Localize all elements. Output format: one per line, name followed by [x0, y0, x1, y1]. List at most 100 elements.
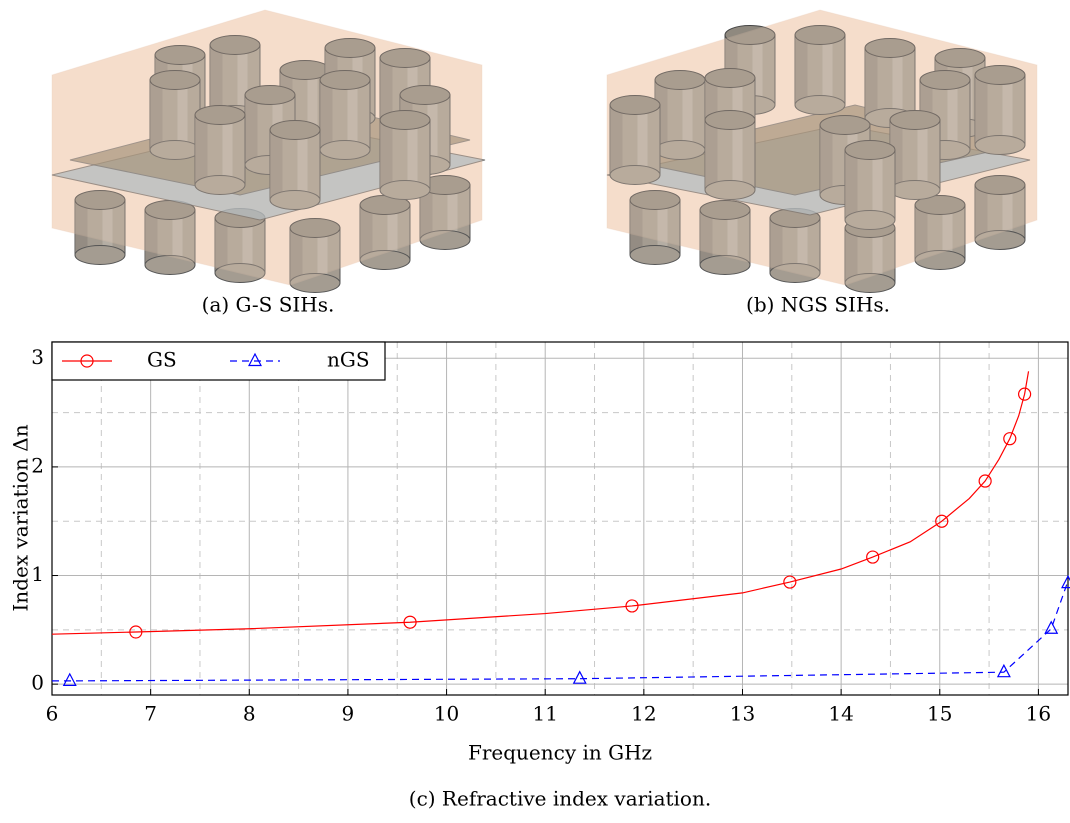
- cylinder-shade: [245, 95, 258, 165]
- marker-circle: [866, 550, 880, 564]
- cylinder-top: [289, 218, 341, 238]
- cylinder-top: [724, 25, 776, 45]
- x-tick-label: 13: [730, 702, 755, 726]
- cylinder-top: [194, 105, 246, 125]
- y-axis-label: Index variation Δn: [9, 424, 33, 611]
- cylinder-bottom: [844, 210, 896, 230]
- cylinder-top: [934, 48, 986, 68]
- cylinder-light: [637, 105, 648, 175]
- cylinder-shade: [195, 115, 208, 185]
- cylinder-top: [704, 110, 756, 130]
- cylinder-light: [297, 130, 308, 200]
- cylinder-top: [914, 195, 966, 215]
- cylinder-bottom: [419, 230, 471, 250]
- cylinder-top: [609, 95, 661, 115]
- cylinder-top: [974, 65, 1026, 85]
- cylinder-top: [379, 48, 431, 68]
- cylinder-light: [177, 80, 188, 150]
- cylinder-shade: [915, 205, 928, 260]
- cylinder-top: [844, 140, 896, 160]
- cylinder-light: [657, 200, 668, 255]
- box-front: [606, 9, 1038, 286]
- marker-triangle: [996, 663, 1011, 678]
- cylinder-light: [307, 70, 318, 140]
- cylinder-shade: [215, 218, 228, 273]
- cylinder-bottom: [379, 180, 431, 200]
- x-tick-label: 15: [927, 702, 952, 726]
- cylinder-shade: [865, 48, 878, 118]
- cylinder-light: [947, 80, 958, 150]
- cylinder-top: [74, 190, 126, 210]
- marker-circle: [1003, 432, 1017, 446]
- cylinder-bottom: [974, 230, 1026, 250]
- cylinder-light: [1002, 185, 1013, 240]
- cylinder-top: [889, 110, 941, 130]
- cylinder-top: [704, 68, 756, 88]
- cylinder-shade: [270, 130, 283, 200]
- cylinder-light: [752, 35, 763, 105]
- series-line: [52, 371, 1030, 635]
- cylinder-light: [242, 218, 253, 273]
- cylinder-light: [237, 45, 248, 115]
- marker-circle: [783, 575, 797, 589]
- sih-render-b: [606, 9, 1038, 293]
- caption-b: (b) NGS SIHs.: [746, 293, 890, 317]
- cylinder-bottom: [699, 255, 751, 275]
- y-tick-label: 1: [31, 562, 44, 586]
- cylinder-light: [892, 48, 903, 118]
- cylinder-light: [872, 228, 883, 283]
- y-tick-label: 2: [31, 453, 44, 477]
- cylinder-shade: [290, 228, 303, 283]
- cylinder-bottom: [289, 273, 341, 293]
- marker-circle: [978, 474, 992, 488]
- legend-marker: [248, 352, 262, 367]
- cylinder-shade: [320, 80, 333, 150]
- cylinder-light: [407, 120, 418, 190]
- x-tick-label: 7: [144, 702, 157, 726]
- y-tick-label: 0: [31, 671, 44, 695]
- legend-label: GS: [147, 348, 177, 372]
- cylinder-light: [797, 218, 808, 273]
- cylinder-shade: [845, 228, 858, 283]
- x-tick-label: 6: [46, 702, 59, 726]
- x-tick-label: 10: [434, 702, 459, 726]
- y-tick-label: 3: [31, 345, 44, 369]
- x-tick-label: 16: [1026, 702, 1051, 726]
- cylinder-top: [399, 85, 451, 105]
- marker-circle: [625, 599, 639, 613]
- cylinder-shade: [975, 75, 988, 145]
- cylinder-top: [379, 110, 431, 130]
- marker-triangle: [572, 670, 587, 684]
- cylinder-bottom: [269, 190, 321, 210]
- cylinder-shade: [975, 185, 988, 240]
- cylinder-top: [919, 70, 971, 90]
- cylinder-bottom: [914, 250, 966, 270]
- box-front: [51, 9, 483, 286]
- x-tick-label: 14: [828, 702, 853, 726]
- cylinder-top: [269, 120, 321, 140]
- cylinder-top: [244, 85, 296, 105]
- marker-triangle: [1044, 620, 1059, 634]
- marker-circle: [403, 615, 417, 629]
- cylinder-top: [819, 115, 871, 135]
- x-tick-label: 9: [342, 702, 355, 726]
- cylinder-light: [317, 228, 328, 283]
- x-tick-label: 12: [631, 702, 656, 726]
- cylinder-light: [682, 80, 693, 150]
- cylinder-light: [102, 200, 113, 255]
- cylinder-bottom: [359, 250, 411, 270]
- cylinder-shade: [150, 80, 163, 150]
- marker-triangle: [62, 672, 77, 686]
- cylinder-light: [222, 115, 233, 185]
- legend-marker: [80, 354, 94, 368]
- cylinder-top: [324, 38, 376, 58]
- cylinder-light: [1002, 75, 1013, 145]
- cylinder-light: [732, 120, 743, 190]
- x-tick-label: 11: [532, 702, 557, 726]
- cylinder-shade: [360, 205, 373, 260]
- caption-a: (a) G-S SIHs.: [202, 293, 335, 317]
- cylinder-shade: [770, 218, 783, 273]
- cylinder-bottom: [844, 273, 896, 293]
- cylinder-shade: [380, 120, 393, 190]
